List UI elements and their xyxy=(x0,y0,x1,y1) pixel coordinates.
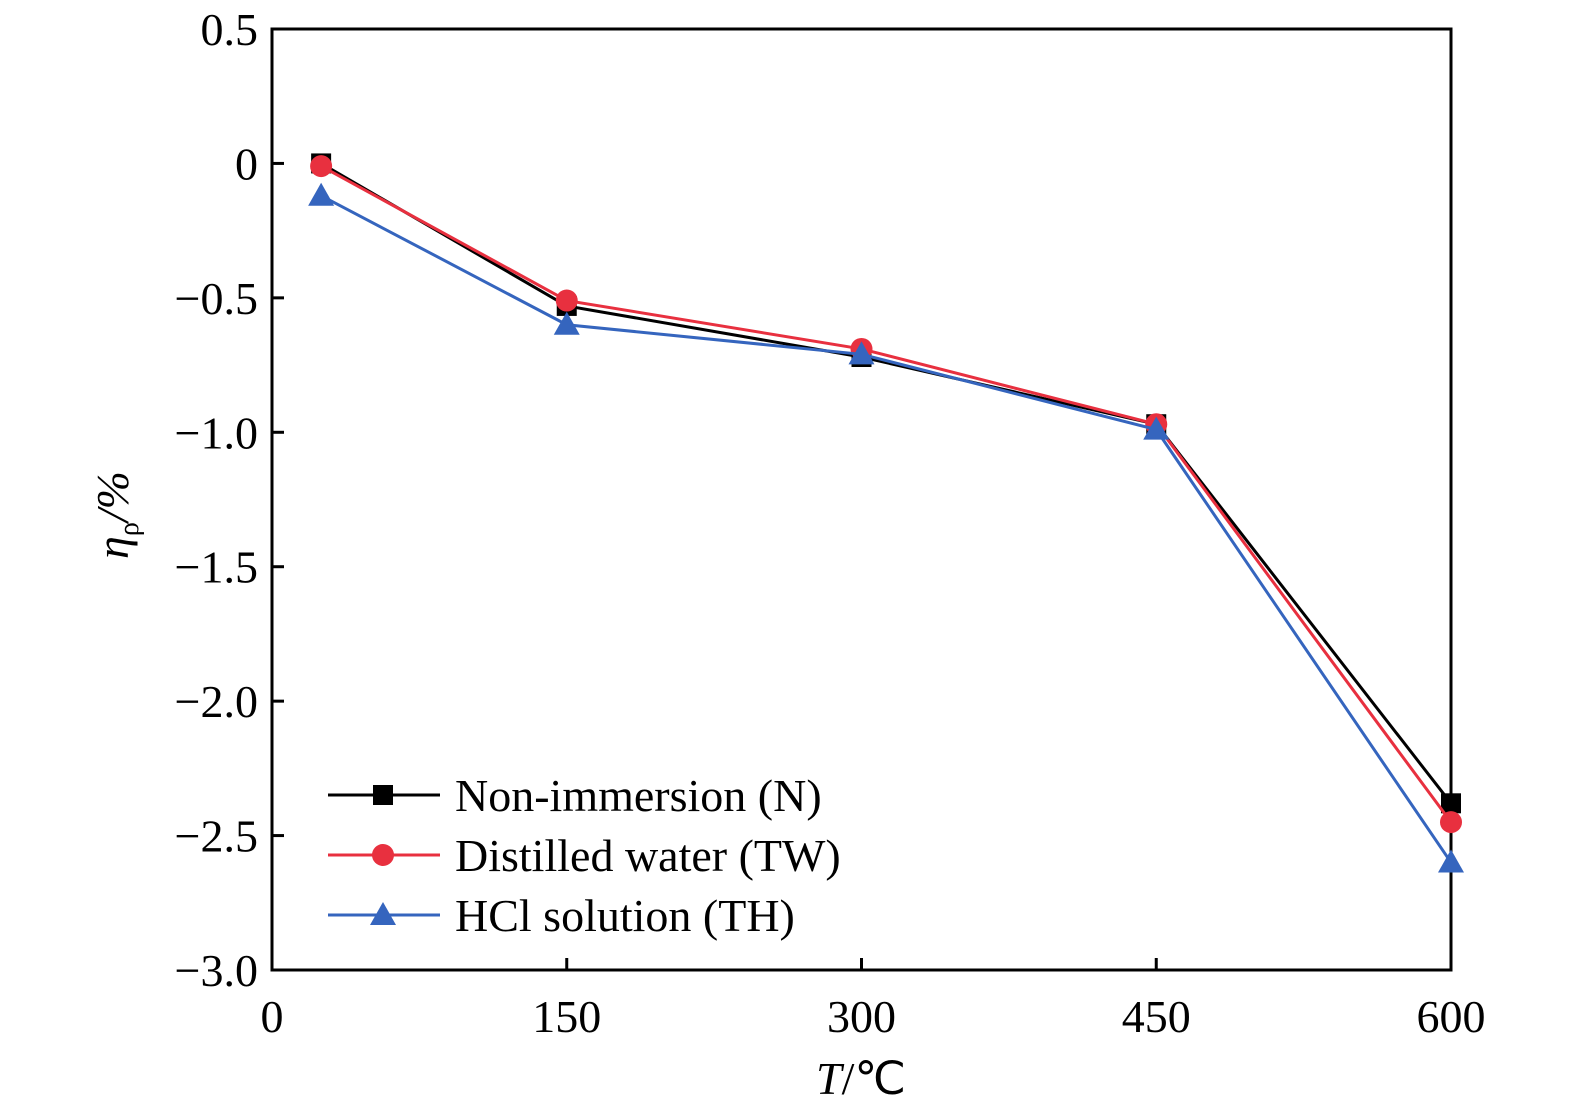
data-point xyxy=(555,289,578,312)
x-tick-label: 600 xyxy=(1417,991,1486,1042)
legend-marker xyxy=(373,785,393,805)
data-point xyxy=(848,341,875,365)
y-axis-symbol: η xyxy=(87,536,138,559)
plot-frame xyxy=(270,27,1453,972)
y-tick-label: 0 xyxy=(235,138,258,189)
series-line xyxy=(320,164,1453,824)
data-point xyxy=(1438,849,1464,873)
data-point xyxy=(308,182,335,206)
y-tick-label: −1.5 xyxy=(175,542,258,593)
y-axis-title: ηρ/% xyxy=(87,471,145,559)
x-axis-unit: /℃ xyxy=(842,1053,906,1104)
series-layer xyxy=(308,153,1464,873)
y-tick-label: −3.0 xyxy=(175,945,258,996)
legend-marker xyxy=(372,844,394,866)
y-axis-subscript: ρ xyxy=(114,522,145,536)
legend: Non-immersion (N) Distilled water (TW) HCl… xyxy=(328,770,841,941)
legend-label: Non-immersion (N) xyxy=(455,770,822,821)
ticks: 0 150 300 450 600 0.5 0 −0.5 −1.0 −1.5 −2.0 −2.5 −3.… xyxy=(175,4,1486,1042)
x-axis-title: T/℃ xyxy=(816,1053,906,1104)
y-axis-unit: /% xyxy=(87,471,138,525)
series-line xyxy=(320,194,1453,864)
y-tick-label: −1.0 xyxy=(175,407,258,458)
data-point xyxy=(553,311,580,335)
legend-marker xyxy=(370,902,396,925)
data-point xyxy=(1143,416,1170,440)
data-point xyxy=(1441,793,1461,814)
x-tick-label: 450 xyxy=(1122,991,1191,1042)
data-point xyxy=(310,155,333,178)
legend-label: HCl solution (TH) xyxy=(455,890,795,941)
x-tick-label: 300 xyxy=(827,991,896,1042)
x-tick-label: 150 xyxy=(532,991,601,1042)
x-tick-label: 0 xyxy=(261,991,284,1042)
data-point xyxy=(1440,811,1462,834)
x-axis-symbol: T xyxy=(816,1053,845,1104)
y-tick-label: −0.5 xyxy=(175,273,258,324)
y-tick-label: 0.5 xyxy=(201,4,259,55)
y-tick-label: −2.0 xyxy=(175,676,258,727)
y-tick-label: −2.5 xyxy=(175,811,258,862)
legend-label: Distilled water (TW) xyxy=(455,830,841,881)
